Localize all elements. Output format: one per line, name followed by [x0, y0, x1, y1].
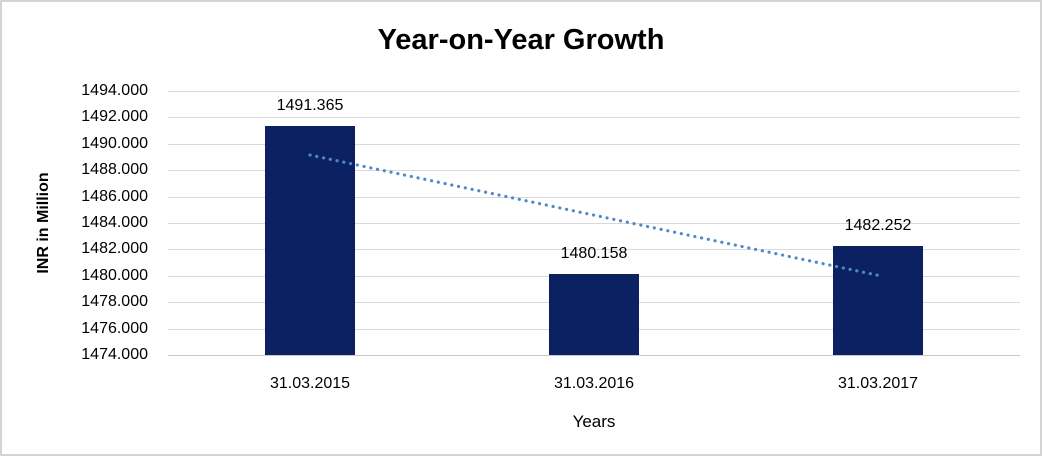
- gridline: [168, 91, 1020, 92]
- x-tick-label: 31.03.2016: [553, 375, 635, 392]
- y-tick-label: 1484.000: [81, 214, 148, 231]
- y-tick-label: 1478.000: [81, 293, 148, 311]
- bar-data-label: 1482.252: [844, 217, 912, 235]
- y-tick-label: 1488.000: [81, 161, 148, 179]
- x-tick-label: 31.03.2017: [837, 375, 919, 392]
- y-tick-label: 1482.000: [81, 240, 148, 258]
- x-axis-title: Years: [572, 412, 616, 431]
- x-axis-line: [168, 355, 1020, 356]
- bar-31.03.2015: [265, 125, 355, 355]
- y-tick-label: 1480.000: [81, 266, 148, 284]
- y-tick-label: 1474.000: [81, 346, 148, 363]
- bar-31.03.2016: [549, 273, 639, 355]
- gridline: [168, 117, 1020, 119]
- y-tick-label: 1494.000: [81, 82, 148, 99]
- bar-31.03.2017: [833, 246, 923, 355]
- bar-data-label: 1480.158: [560, 244, 628, 262]
- gridline: [168, 143, 1020, 145]
- y-tick-label: 1476.000: [81, 319, 148, 337]
- x-tick-label: 31.03.2015: [269, 375, 351, 392]
- bar-data-label: 1491.365: [276, 96, 344, 114]
- y-axis-title: INR in Million: [35, 172, 52, 274]
- y-tick-label: 1486.000: [81, 187, 148, 205]
- y-tick-label: 1490.000: [81, 134, 148, 152]
- chart-title: Year-on-Year Growth: [377, 24, 665, 56]
- y-tick-label: 1492.000: [81, 108, 148, 126]
